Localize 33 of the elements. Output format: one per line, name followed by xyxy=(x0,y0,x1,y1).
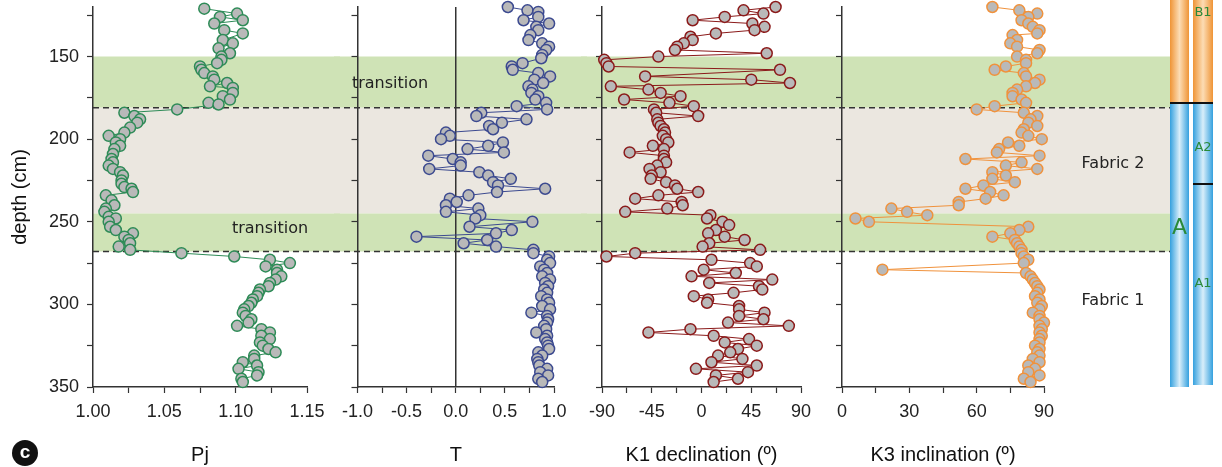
y-tick-label: 350 xyxy=(48,375,79,396)
x-tick-label: 90 xyxy=(790,400,812,421)
x-tick-label: 0 xyxy=(696,400,707,421)
x-tick-label: 0.5 xyxy=(492,400,518,421)
y-tick-label: 300 xyxy=(48,293,79,314)
text: Fabric 1 xyxy=(1080,289,1146,311)
x-tick-label: 0.0 xyxy=(443,400,469,421)
x-tick-label: -1.0 xyxy=(341,400,374,421)
x-tick-label: -0.5 xyxy=(391,400,423,421)
y-axis-title: depth (cm) xyxy=(7,149,30,245)
unit-column: B1 A2 A A1 xyxy=(1170,0,1213,387)
x-tick-label: 0 xyxy=(837,400,848,421)
x-tick-label: 60 xyxy=(966,400,987,421)
x-tick-label: 1.05 xyxy=(146,400,182,421)
x-tick-label: 90 xyxy=(1033,400,1055,421)
panel-badge: c xyxy=(12,440,38,466)
x-tick-label: 45 xyxy=(741,400,762,421)
x-tick-label: 1.10 xyxy=(218,400,254,421)
x-axis-title: T xyxy=(449,442,462,465)
x-axis-title: K3 inclination (º) xyxy=(870,442,1016,465)
x-tick-label: 1.00 xyxy=(75,400,111,421)
y-tick-label: 250 xyxy=(48,210,79,231)
x-tick-label: 1.0 xyxy=(541,400,567,421)
x-tick-label: 1.15 xyxy=(289,400,325,421)
y-tick-label: 150 xyxy=(48,45,79,66)
y-tick-label: 200 xyxy=(48,128,79,149)
text: Fabric 2 xyxy=(1080,152,1146,174)
x-axis-title: K1 declination (º) xyxy=(625,442,778,465)
x-tick-label: 30 xyxy=(899,400,920,421)
x-tick-label: -45 xyxy=(638,400,665,421)
x-tick-label: -90 xyxy=(589,400,616,421)
x-axis-title: Pj xyxy=(191,442,209,465)
annotation: transition xyxy=(230,217,310,239)
